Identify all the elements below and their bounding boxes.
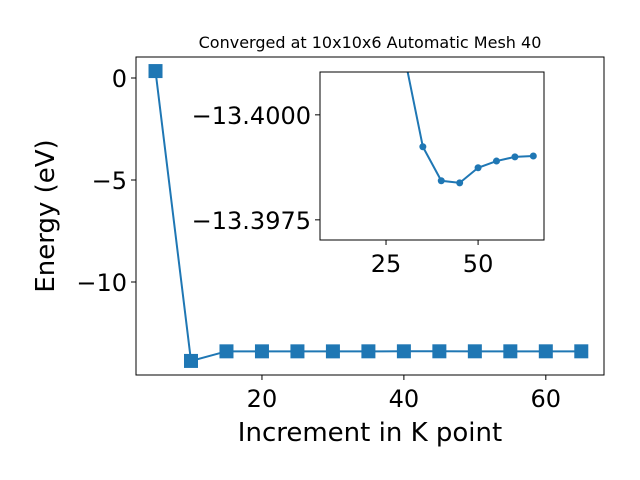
y-tick-label: −13.3975 — [192, 207, 311, 235]
marker — [254, 344, 269, 359]
marker — [511, 153, 519, 161]
marker — [325, 344, 340, 359]
marker — [183, 353, 198, 368]
marker — [432, 344, 447, 359]
plot-area — [406, 72, 537, 187]
marker — [419, 143, 427, 151]
y-tick-label: 0 — [112, 65, 127, 93]
marker — [219, 344, 234, 359]
marker — [503, 344, 518, 359]
y-tick-label: −13.4000 — [192, 102, 311, 130]
marker — [529, 152, 537, 160]
chart-title: Converged at 10x10x6 Automatic Mesh 40 — [199, 33, 542, 52]
x-tick-label: 40 — [389, 385, 420, 413]
x-axis-label: Increment in K point — [238, 418, 502, 448]
marker — [361, 344, 376, 359]
marker — [396, 344, 411, 359]
y-axis-label: Energy (eV) — [31, 139, 61, 292]
marker — [467, 344, 482, 359]
x-tick-label: 60 — [531, 385, 562, 413]
y-tick-label: −10 — [76, 269, 127, 297]
plot-background — [320, 72, 544, 240]
x-tick-label: 20 — [247, 385, 278, 413]
marker — [538, 344, 553, 359]
x-tick-label: 25 — [371, 250, 402, 278]
marker — [474, 164, 482, 172]
plot: 25 50 −13.4000 −13.3975 — [192, 71, 545, 278]
marker — [148, 64, 163, 79]
plot-area — [148, 64, 589, 368]
plot-frame — [319, 71, 545, 241]
marker — [290, 344, 305, 359]
y-tick-label: −5 — [92, 167, 127, 195]
x-tick-label: 50 — [463, 250, 494, 278]
marker — [574, 344, 589, 359]
marker — [456, 179, 464, 187]
marker — [492, 157, 500, 165]
plot-frame — [135, 56, 605, 376]
marker — [437, 177, 445, 185]
